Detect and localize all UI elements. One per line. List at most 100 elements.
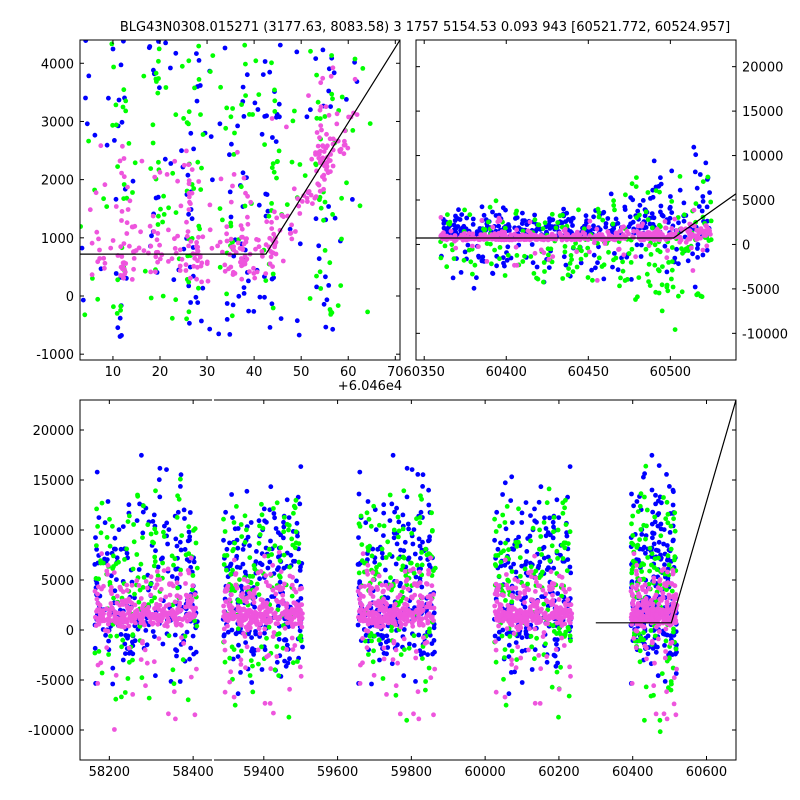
data-point-blue xyxy=(612,251,617,256)
data-point-blue xyxy=(629,491,634,497)
data-point-blue xyxy=(416,632,422,638)
data-point-green xyxy=(230,567,235,573)
data-point-green xyxy=(502,225,508,231)
data-point-blue xyxy=(229,141,234,147)
data-point-blue xyxy=(177,539,183,545)
data-point-blue xyxy=(189,216,195,222)
data-point-green xyxy=(639,569,644,574)
data-point-blue xyxy=(251,652,256,657)
data-point-pink xyxy=(448,228,454,234)
data-point-green xyxy=(179,63,185,69)
data-point-pink xyxy=(543,591,549,597)
data-point-green xyxy=(107,580,113,585)
data-point-blue xyxy=(265,208,271,214)
data-point-green xyxy=(125,519,131,524)
data-point-pink xyxy=(99,608,105,614)
data-point-pink xyxy=(278,569,284,575)
data-point-green xyxy=(486,219,491,225)
data-point-blue xyxy=(190,633,196,639)
data-point-blue xyxy=(419,584,425,590)
data-point-blue xyxy=(83,40,89,43)
data-point-blue xyxy=(106,95,111,101)
data-point-pink xyxy=(268,666,274,672)
data-point-green xyxy=(635,294,640,300)
data-point-green xyxy=(669,259,675,264)
data-point-blue xyxy=(326,66,332,72)
data-point-green xyxy=(239,534,245,539)
data-point-green xyxy=(501,676,506,682)
data-point-green xyxy=(284,521,290,527)
data-point-blue xyxy=(677,187,683,193)
data-point-green xyxy=(497,245,503,250)
data-point-green xyxy=(520,259,526,264)
data-point-blue xyxy=(704,204,710,210)
data-point-pink xyxy=(494,599,500,604)
data-point-pink xyxy=(173,716,178,722)
data-point-pink xyxy=(567,620,573,626)
data-point-green xyxy=(235,626,241,632)
data-point-pink xyxy=(102,260,108,266)
data-point-blue xyxy=(193,649,199,655)
data-point-blue xyxy=(216,331,222,337)
data-point-blue xyxy=(121,40,126,44)
data-point-green xyxy=(557,213,563,219)
data-point-pink xyxy=(263,271,269,276)
data-point-green xyxy=(540,226,546,232)
data-point-green xyxy=(270,161,276,167)
data-point-pink xyxy=(227,679,233,685)
data-point-pink xyxy=(222,689,228,695)
data-point-pink xyxy=(364,645,370,651)
data-point-green xyxy=(141,73,147,79)
top-left-xtick-label: 60 xyxy=(340,365,357,380)
data-point-pink xyxy=(125,207,131,212)
data-point-pink xyxy=(158,586,164,592)
data-point-blue xyxy=(496,636,502,642)
data-point-pink xyxy=(174,619,179,625)
data-point-green xyxy=(497,256,502,262)
data-point-blue xyxy=(350,197,355,202)
data-point-green xyxy=(371,503,377,509)
data-point-blue xyxy=(195,300,201,305)
data-point-green xyxy=(269,60,274,66)
data-point-blue xyxy=(645,651,651,657)
data-point-green xyxy=(178,567,184,573)
data-point-green xyxy=(398,652,404,657)
data-point-pink xyxy=(151,229,157,234)
data-point-green xyxy=(427,626,432,632)
data-point-green xyxy=(314,273,319,279)
data-point-green xyxy=(641,637,646,643)
data-point-green xyxy=(642,494,647,500)
data-point-pink xyxy=(188,201,193,207)
data-point-pink xyxy=(288,230,294,236)
data-point-blue xyxy=(667,484,672,489)
data-point-blue xyxy=(691,144,697,150)
data-point-green xyxy=(700,179,706,185)
data-point-green xyxy=(339,236,344,242)
data-point-pink xyxy=(111,570,117,575)
data-point-pink xyxy=(238,622,244,628)
data-point-pink xyxy=(293,606,299,612)
data-point-green xyxy=(247,673,253,678)
data-point-green xyxy=(645,217,651,223)
data-point-green xyxy=(504,504,510,509)
data-point-blue xyxy=(152,634,157,639)
data-point-pink xyxy=(287,686,292,692)
data-point-blue xyxy=(498,563,504,569)
data-point-pink xyxy=(428,675,434,681)
data-point-pink xyxy=(148,574,154,580)
data-point-green xyxy=(497,523,502,529)
top-left-xtick-label: 50 xyxy=(293,365,310,380)
data-point-green xyxy=(269,201,274,206)
data-point-green xyxy=(228,223,234,229)
data-point-pink xyxy=(306,189,312,194)
data-point-blue xyxy=(494,509,500,515)
data-point-pink xyxy=(175,606,181,612)
data-point-green xyxy=(139,675,145,681)
data-point-blue xyxy=(610,264,615,270)
data-point-blue xyxy=(397,583,403,589)
data-point-green xyxy=(92,650,98,656)
data-point-green xyxy=(499,633,505,639)
data-point-green xyxy=(638,491,644,497)
data-point-pink xyxy=(308,192,314,198)
data-point-pink xyxy=(376,573,382,579)
